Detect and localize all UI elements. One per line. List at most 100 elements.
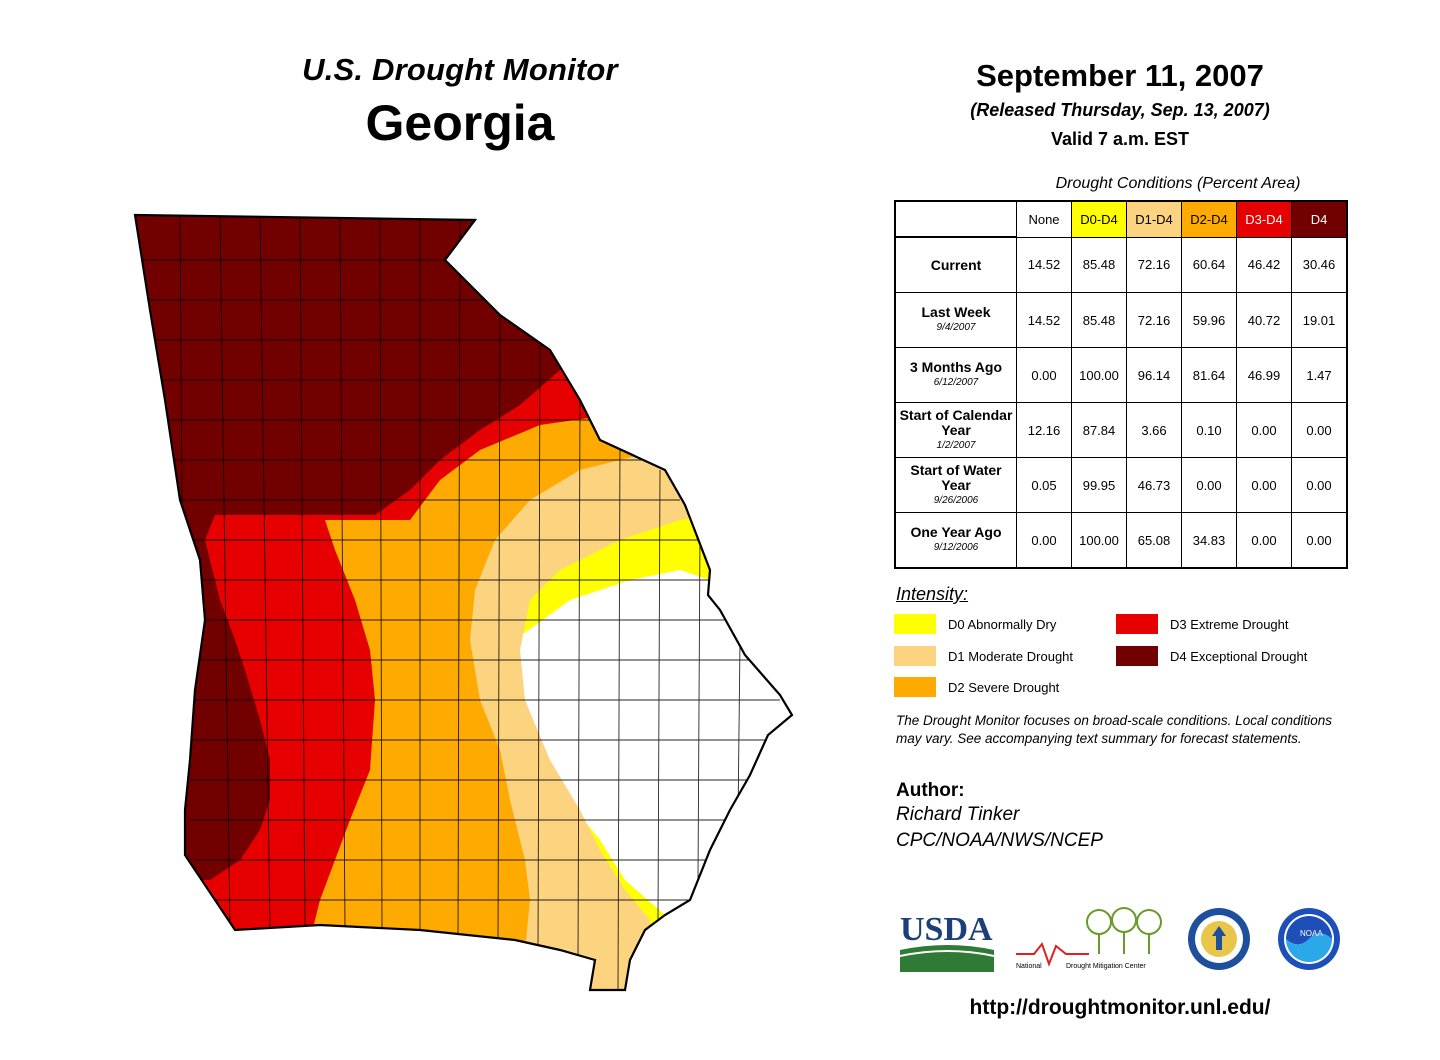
county-lines [135,215,780,990]
table-cell: 0.00 [1291,457,1348,513]
table-cell: 0.00 [1236,402,1292,458]
table-cell: 0.00 [1236,512,1292,569]
col-header-d3-d4: D3-D4 [1236,200,1292,238]
table-cell: 100.00 [1071,512,1127,569]
table-cell: 60.64 [1181,236,1237,293]
ndmc-logo: National Drought Mitigation Center [1016,907,1162,970]
table-row: 3 Months Ago 6/12/2007 0.00 100.00 96.14 81.6… [894,347,1348,403]
georgia-drought-map [133,213,794,992]
table-cell: 3.66 [1126,402,1182,458]
release-date: (Released Thursday, Sep. 13, 2007) [970,100,1270,120]
row-label-text: 3 Months Ago [909,359,1003,375]
table-cell: 46.42 [1236,236,1292,293]
noaa-logo-text: NOAA [1300,929,1323,938]
row-label-date: 1/2/2007 [936,439,976,451]
table-cell: 0.00 [1016,512,1072,569]
col-header-d0-d4: D0-D4 [1071,200,1127,238]
table-cell: 14.52 [1016,292,1072,348]
table-cell: 0.00 [1236,457,1292,513]
row-label: Current [894,236,1017,293]
table-cell: 12.16 [1016,402,1072,458]
table-cell: 59.96 [1181,292,1237,348]
state-title: Georgia [365,95,555,151]
legend-item-d3: D3 Extreme Drought [1116,614,1289,634]
legend-swatch [1116,614,1158,634]
table-row: Start of Calendar Year 1/2/2007 12.16 87.84… [894,402,1348,458]
date-header: September 11, 2007 (Released Thursday, S… [900,58,1340,150]
table-row: Last Week 9/4/2007 14.52 85.48 72.16 59.96 40.… [894,292,1348,348]
zone-d4 [135,215,792,880]
row-label: One Year Ago 9/12/2006 [894,512,1017,569]
table-cell: 46.73 [1126,457,1182,513]
source-url[interactable]: http://droughtmonitor.unl.edu/ [969,996,1271,1019]
map-header: U.S. Drought Monitor Georgia [190,52,730,152]
table-header-row: None D0-D4 D1-D4 D2-D4 D3-D4 D4 [895,200,1348,238]
table-row: One Year Ago 9/12/2006 0.00 100.00 65.08 34.8… [894,512,1348,569]
row-label-text: Start of Water Year [910,461,1002,493]
valid-time: Valid 7 a.m. EST [1050,129,1190,149]
table-cell: 0.00 [1181,457,1237,513]
table-corner [895,201,1017,238]
row-label: Last Week 9/4/2007 [894,292,1017,348]
table-cell: 81.64 [1181,347,1237,403]
author-org: CPC/NOAA/NWS/NCEP [896,830,1103,851]
table-cell: 85.48 [1071,292,1127,348]
noaa-logo: NOAA [1278,908,1340,970]
table-cell: 34.83 [1181,512,1237,569]
table-row: Current 14.52 85.48 72.16 60.64 46.42 30.46 [894,236,1348,293]
usda-logo: USDA [899,911,995,972]
table-cell: 99.95 [1071,457,1127,513]
table-cell: 46.99 [1236,347,1292,403]
row-label-text: One Year Ago [910,524,1002,540]
row-label-text: Last Week [921,304,991,320]
commerce-seal-logo [1188,908,1250,970]
author-name: Richard Tinker [896,804,1020,825]
col-header-d4: D4 [1291,200,1348,238]
legend-swatch [894,677,936,697]
row-label: 3 Months Ago 6/12/2007 [894,347,1017,403]
table-cell: 72.16 [1126,236,1182,293]
row-label: Start of Water Year 9/26/2006 [894,457,1017,513]
table-cell: 40.72 [1236,292,1292,348]
ndmc-logo-right-text: Drought Mitigation Center [1066,963,1146,970]
table-cell: 0.05 [1016,457,1072,513]
table-cell: 87.84 [1071,402,1127,458]
table-cell: 14.52 [1016,236,1072,293]
row-label-date: 6/12/2007 [933,377,979,388]
row-label-date: 9/26/2006 [933,494,979,506]
table-cell: 65.08 [1126,512,1182,569]
col-header-d1-d4: D1-D4 [1126,200,1182,238]
map-subtitle: U.S. Drought Monitor [302,52,618,87]
drought-conditions-table: None D0-D4 D1-D4 D2-D4 D3-D4 D4 Current 1… [894,200,1348,569]
row-label: Start of Calendar Year 1/2/2007 [894,402,1017,458]
usda-logo-text: USDA [900,911,993,948]
table-row: Start of Water Year 9/26/2006 0.05 99.95 46.… [894,457,1348,513]
row-label-text: Current [930,256,982,273]
legend-swatch [1116,646,1158,666]
legend-swatch [894,614,936,634]
legend-title: Intensity: [896,584,969,604]
table-cell: 0.00 [1016,347,1072,403]
state-outline [133,213,794,992]
legend-label: D3 Extreme Drought [1170,616,1289,632]
table-cell: 96.14 [1126,347,1182,403]
table-cell: 0.00 [1291,512,1348,569]
table-cell: 72.16 [1126,292,1182,348]
table-caption: Drought Conditions (Percent Area) [1055,175,1301,192]
legend-label: D1 Moderate Drought [948,648,1074,664]
legend-swatch [894,646,936,666]
row-label-text: Start of Calendar Year [899,406,1013,438]
author-label: Author: [896,780,965,801]
legend-label: D0 Abnormally Dry [948,616,1057,632]
table-cell: 19.01 [1291,292,1348,348]
table-cell: 1.47 [1291,347,1348,403]
table-cell: 100.00 [1071,347,1127,403]
legend-item-d1: D1 Moderate Drought [894,646,1073,666]
legend-item-d4: D4 Exceptional Drought [1116,646,1307,666]
legend-item-d0: D0 Abnormally Dry [894,614,1056,634]
table-cell: 0.10 [1181,402,1237,458]
table-cell: 0.00 [1291,402,1348,458]
disclaimer-note: The Drought Monitor focuses on broad-sca… [896,713,1332,746]
legend-label: D2 Severe Drought [948,679,1060,695]
legend-item-d2: D2 Severe Drought [894,677,1059,697]
